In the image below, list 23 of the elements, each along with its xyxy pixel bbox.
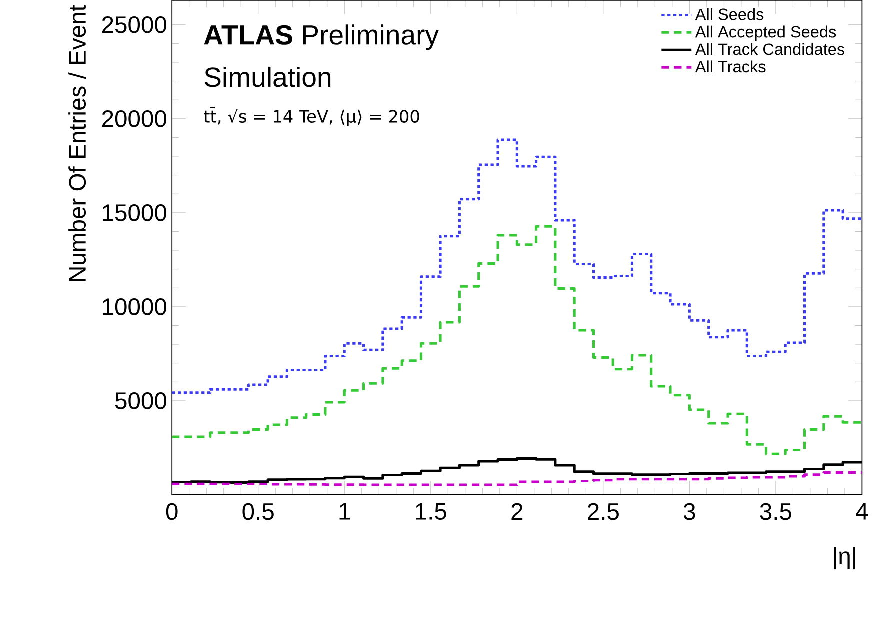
y-tick-label: 10000: [103, 298, 167, 316]
x-tick-label: 0: [166, 503, 178, 520]
x-tick-label: 0.5: [242, 503, 274, 520]
x-tick-label: 4: [856, 503, 868, 520]
x-axis-title: |η|: [834, 547, 856, 570]
annotation: ATLAS Preliminary: [204, 24, 439, 50]
x-tick-label: 3: [684, 503, 696, 520]
x-tick-label: 1.5: [416, 503, 446, 520]
x-tick-label: 2: [512, 503, 523, 520]
y-tick-label: 5000: [115, 392, 167, 410]
x-tick-label: 3.5: [760, 503, 792, 520]
y-tick-label: 15000: [103, 204, 167, 222]
x-tick-label: 1: [340, 503, 350, 520]
legend-label: All Tracks: [695, 60, 766, 73]
legend-label: All Accepted Seeds: [695, 26, 836, 42]
legend-label: All Seeds: [695, 8, 764, 20]
annotation: Simulation: [204, 67, 331, 88]
x-tick-label: 2.5: [588, 503, 619, 520]
y-tick-label: 25000: [102, 16, 167, 34]
y-axis-title: Number Of Entries / Event: [68, 5, 86, 282]
legend-label: All Track Candidates: [695, 43, 845, 56]
annotation: tt̄, √s = 14 TeV, ⟨μ⟩ = 200: [204, 107, 420, 126]
y-tick-label: 20000: [102, 110, 167, 128]
